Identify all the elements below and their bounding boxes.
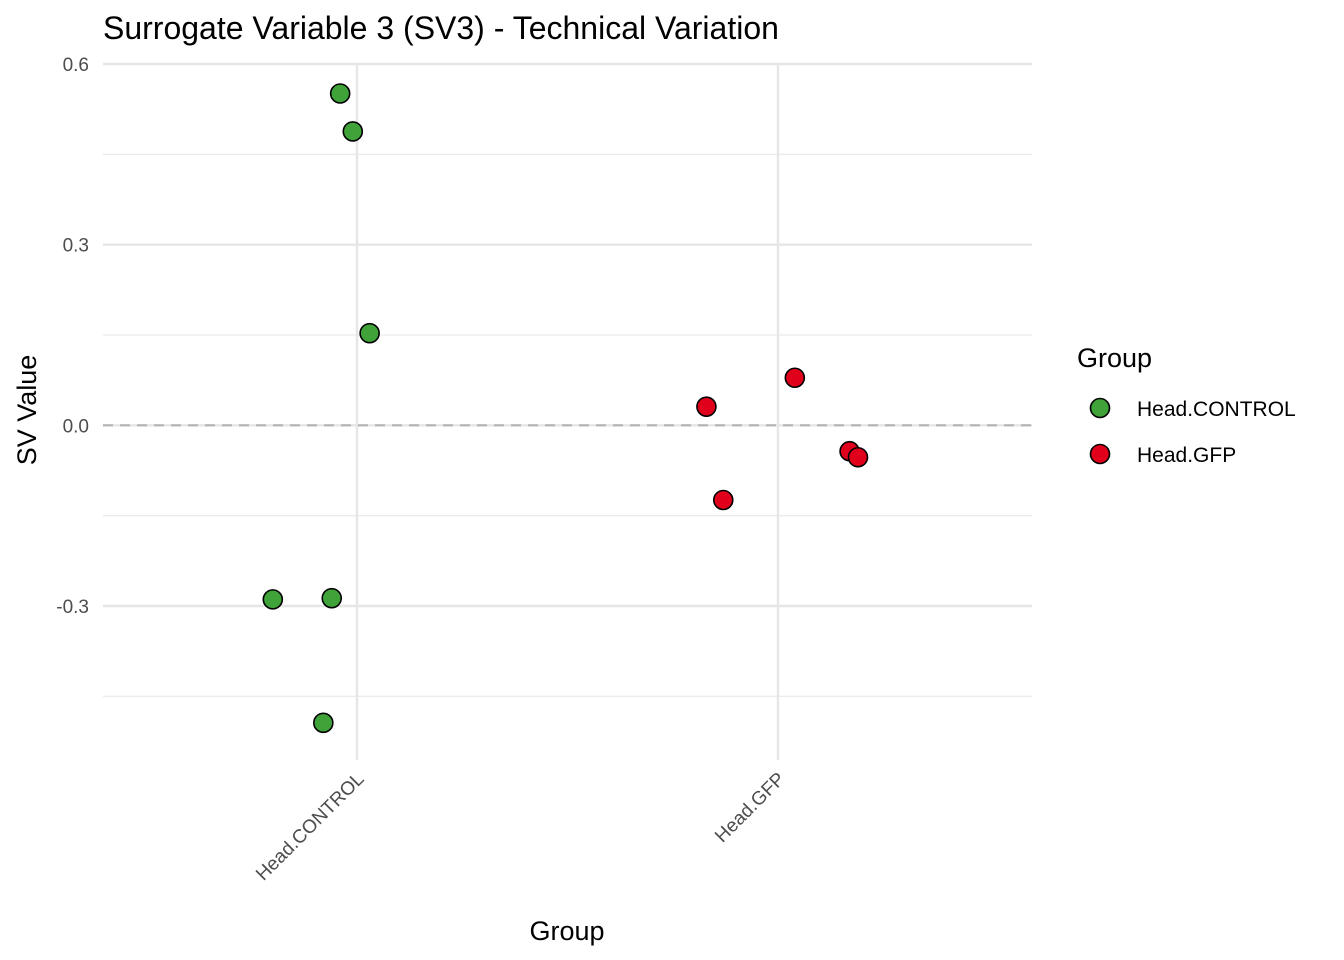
point-head-gfp-4 <box>712 489 734 511</box>
y-tick-label-2: 0.3 <box>63 236 89 257</box>
y-axis-title: SV Value <box>12 355 42 466</box>
chart-title: Surrogate Variable 3 (SV3) - Technical V… <box>103 10 779 46</box>
y-tick-label-0: -0.3 <box>56 597 89 618</box>
point-head-control-4 <box>262 589 284 610</box>
point-head-control-1 <box>329 83 351 104</box>
point-head-control-2 <box>342 121 364 142</box>
legend-key-head-gfp <box>1089 443 1111 465</box>
x-tick-label-head-gfp: Head.GFP <box>711 769 789 847</box>
x-axis: Head.CONTROL Head.GFP Group <box>252 769 789 946</box>
legend: Group Head.CONTROL Head.GFP <box>1077 343 1296 467</box>
y-axis: -0.3 0.0 0.3 0.6 SV Value <box>12 55 89 618</box>
point-head-control-5 <box>321 587 343 609</box>
y-tick-label-3: 0.6 <box>63 55 89 76</box>
point-head-control-3 <box>359 322 380 344</box>
legend-label-head-control: Head.CONTROL <box>1137 398 1296 421</box>
point-head-gfp-1 <box>784 367 806 389</box>
point-head-gfp-5 <box>847 446 869 468</box>
legend-label-head-gfp: Head.GFP <box>1137 444 1236 467</box>
y-tick-label-1: 0.0 <box>63 416 89 437</box>
legend-title: Group <box>1077 343 1152 373</box>
point-head-gfp-2 <box>696 396 717 417</box>
x-tick-label-head-control: Head.CONTROL <box>252 769 368 885</box>
point-head-control-6 <box>313 712 334 734</box>
panel-grid <box>103 62 1032 760</box>
legend-key-head-control <box>1089 397 1111 419</box>
data-points <box>262 83 869 734</box>
x-axis-title: Group <box>529 916 604 946</box>
